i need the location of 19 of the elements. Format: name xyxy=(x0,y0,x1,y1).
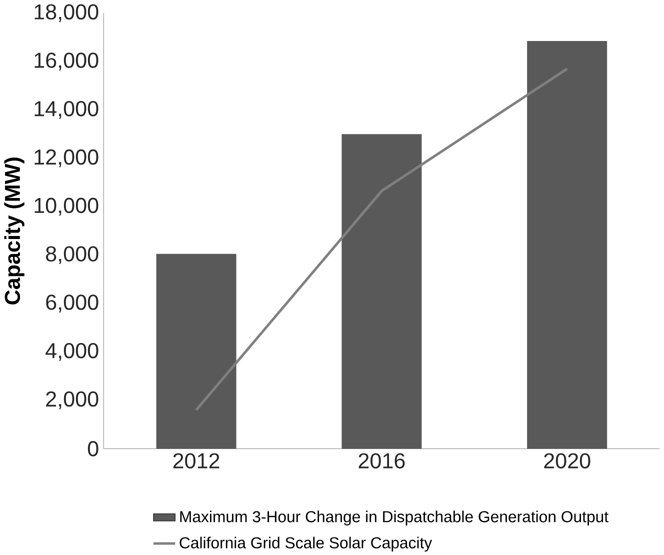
x-tick-label: 2012 xyxy=(173,453,220,468)
y-axis-title: Capacity (MW) xyxy=(4,158,24,304)
bar xyxy=(527,40,608,449)
y-tick-label: 6,000 xyxy=(46,294,98,312)
y-tick-label: 14,000 xyxy=(34,100,98,119)
x-tick-label: 2020 xyxy=(544,453,590,468)
y-tick-label: 10,000 xyxy=(34,198,98,216)
y-tick-label: 0 xyxy=(88,440,98,456)
legend-label: Maximum 3-Hour Change in Dispatchable Generation Output xyxy=(180,510,608,526)
legend-label: California Grid Scale Solar Capacity xyxy=(180,536,432,552)
y-tick-label: 2,000 xyxy=(46,391,98,410)
y-tick-label: 18,000 xyxy=(34,4,98,22)
x-tick-label: 2016 xyxy=(358,453,405,468)
y-tick-label: 12,000 xyxy=(34,149,98,168)
y-tick-label: 16,000 xyxy=(34,52,98,70)
y-tick-label: 4,000 xyxy=(46,342,98,361)
y-tick-label: 8,000 xyxy=(46,246,98,264)
bar xyxy=(342,134,422,449)
bar xyxy=(156,254,236,449)
